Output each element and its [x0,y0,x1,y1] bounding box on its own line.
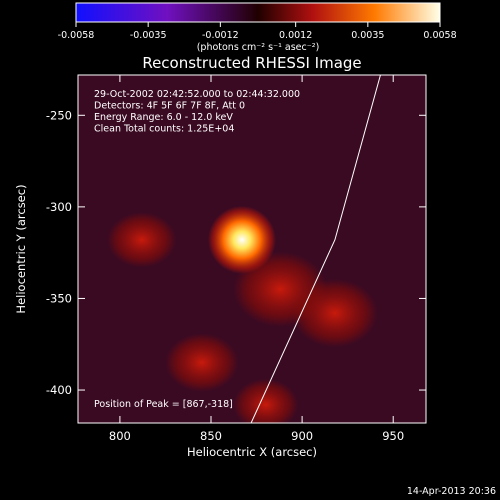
colorbar-tick-label: 0.0012 [279,30,312,41]
image-area [78,75,426,423]
x-tick-label: 950 [382,429,404,443]
peak-position-label: Position of Peak = [867,-318] [94,399,233,410]
y-tick-label: -250 [46,108,72,122]
annotation-line: Detectors: 4F 5F 6F 7F 8F, Att 0 [94,101,245,112]
emission-regions [107,212,378,423]
colorbar-ramp [75,2,441,23]
colorbar-tick-label: -0.0035 [130,30,167,41]
annotation-line: Clean Total counts: 1.25E+04 [94,124,234,135]
plot-frame [77,74,427,424]
peak-source [207,205,276,274]
x-axis-label: Heliocentric X (arcsec) [187,445,317,459]
x-tick-label: 800 [109,429,131,443]
image-annotations: 29-Oct-2002 02:42:52.000 to 02:44:32.000… [94,89,300,135]
colorbar-label: (photons cm⁻² s⁻¹ asec⁻²) [197,42,320,53]
emission-blob [292,278,378,348]
colorbar-tick-label: 0.0035 [351,30,384,41]
x-tick-label: 850 [200,429,222,443]
colorbar-tick-label: -0.0058 [58,30,95,41]
colorbar-ticks: -0.0058 -0.0035 -0.0012 0.0012 0.0035 0.0058 [58,22,457,41]
chart-title: Reconstructed RHESSI Image [142,54,361,72]
y-tick-label: -300 [46,200,72,214]
footer-date: 14-Apr-2013 20:36 [407,486,496,497]
y-tick-label: -350 [46,291,72,305]
colorbar-tick-label: -0.0012 [202,30,239,41]
annotation-line: 29-Oct-2002 02:42:52.000 to 02:44:32.000 [94,89,300,100]
emission-blob [233,378,299,423]
annotation-line: Energy Range: 6.0 - 12.0 keV [94,112,233,123]
colorbar-tick-label: 0.0058 [423,30,456,41]
solar-limb-line [250,75,381,423]
emission-blob [165,333,239,392]
emission-blob [107,212,177,268]
y-tick-label: -400 [46,383,72,397]
y-axis-label: Heliocentric Y (arcsec) [14,184,28,313]
colorbar: -0.0058 -0.0035 -0.0012 0.0012 0.0035 0.0058 … [58,2,457,53]
axis-ticks: 800 850 900 950 -250 -300 -350 -400 [46,75,426,443]
x-tick-label: 900 [291,429,313,443]
